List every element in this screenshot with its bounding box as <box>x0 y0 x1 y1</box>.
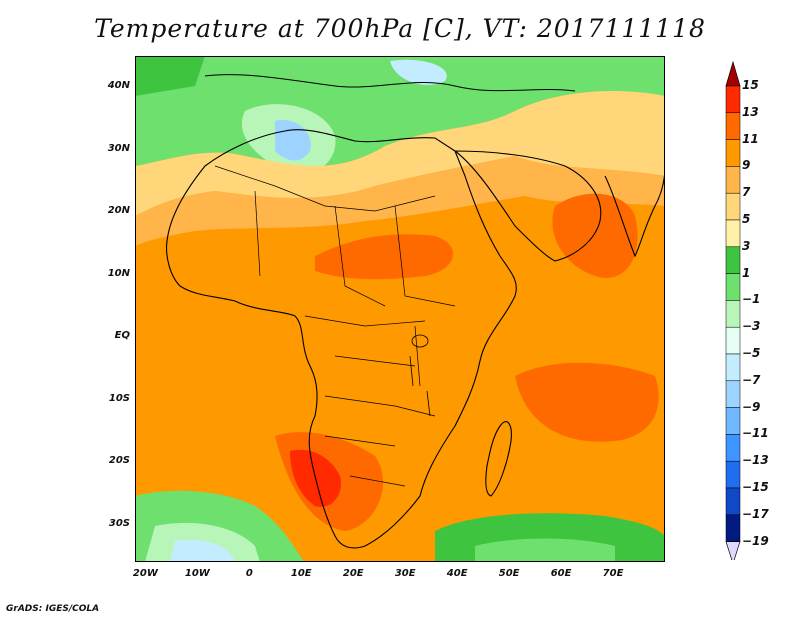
colorbar-segment <box>725 514 741 542</box>
lon-tick-label: 10W <box>184 568 210 579</box>
colorbar-label: −3 <box>742 319 761 334</box>
colorbar-label: −7 <box>742 372 761 387</box>
lake-malawi <box>426 390 431 417</box>
lon-tick-label: 60E <box>550 568 572 579</box>
lake-victoria <box>411 334 429 348</box>
lat-tick-label: 10S <box>108 392 130 404</box>
lon-tick-label: 0 <box>245 568 253 579</box>
hot-zone-sahel <box>315 234 454 280</box>
lon-tick-label: 50E <box>498 568 520 579</box>
lat-tick-label: 20S <box>108 455 130 467</box>
colorbar-label: −9 <box>742 399 761 414</box>
colorbar-segment <box>725 326 741 355</box>
colorbar-label: 9 <box>742 158 751 173</box>
lat-tick-label: 30S <box>108 517 130 529</box>
hot-zone-arabia <box>552 193 638 278</box>
map-title: Temperature at 700hPa [C], VT: 201711111… <box>94 14 706 43</box>
colorbar-segment <box>725 353 741 382</box>
lon-tick-label: 20E <box>342 568 364 579</box>
colorbar-label: −13 <box>742 453 769 468</box>
colorbar-segment <box>725 273 741 301</box>
arabia-coastline <box>453 150 602 262</box>
hot-zone-indian-ocean <box>515 362 659 442</box>
colorbar-label: 3 <box>742 238 751 253</box>
temperature-map <box>135 56 665 562</box>
lat-tick-label: EQ <box>114 330 130 342</box>
colorbar-top-arrow <box>725 60 741 87</box>
colorbar-label: −11 <box>742 426 769 441</box>
lat-tick-label: 20N <box>107 205 130 217</box>
colorbar <box>725 60 741 560</box>
colorbar-segment <box>725 487 741 516</box>
lake-tanganyika <box>409 355 414 387</box>
colorbar-label: 13 <box>742 104 759 119</box>
colorbar-label: −17 <box>742 506 769 521</box>
lon-tick-label: 10E <box>290 568 312 579</box>
colorbar-segment <box>725 112 741 140</box>
colorbar-label: 1 <box>742 265 751 280</box>
colorbar-label: 7 <box>742 185 751 200</box>
lat-tick-label: 40N <box>107 80 130 92</box>
colorbar-segment <box>725 166 741 194</box>
cool-zone-north-blue-2 <box>390 59 447 85</box>
colorbar-segment <box>725 139 741 167</box>
colorbar-label: −19 <box>742 533 769 548</box>
cool-zone-south-east-light <box>475 538 615 562</box>
lon-tick-label: 40E <box>446 568 468 579</box>
lon-tick-label: 70E <box>602 568 624 579</box>
colorbar-label: 5 <box>742 212 751 226</box>
lon-tick-label: 30E <box>394 568 416 579</box>
colorbar-segment <box>725 192 741 221</box>
colorbar-segment <box>725 219 741 248</box>
credit-text: GrADS: IGES/COLA <box>6 604 100 614</box>
colorbar-segment <box>725 434 741 462</box>
warm-band-yellow <box>135 91 665 216</box>
colorbar-segment <box>725 460 741 489</box>
colorbar-segment <box>725 300 741 328</box>
mediterranean-coastline <box>204 74 576 92</box>
madagascar-coastline <box>485 421 512 497</box>
cool-zone-south-west-blue <box>170 539 235 562</box>
colorbar-label: −15 <box>742 480 769 494</box>
colorbar-bottom-arrow <box>725 541 741 560</box>
india-coastline <box>604 165 665 258</box>
colorbar-segment <box>725 246 741 274</box>
green-dark-strip <box>135 56 205 96</box>
colorbar-segment <box>725 407 741 435</box>
lat-tick-label: 30N <box>107 142 130 154</box>
colorbar-segment <box>725 85 741 114</box>
colorbar-label: 15 <box>742 78 759 92</box>
warm-band-light <box>135 156 665 246</box>
colorbar-segment <box>725 380 741 408</box>
lat-tick-label: 10N <box>107 267 130 279</box>
colorbar-label: 11 <box>742 131 759 146</box>
africa-coastline <box>166 129 517 549</box>
lon-tick-label: 20W <box>132 568 158 579</box>
colorbar-label: −1 <box>742 292 761 307</box>
colorbar-label: −5 <box>742 346 761 360</box>
